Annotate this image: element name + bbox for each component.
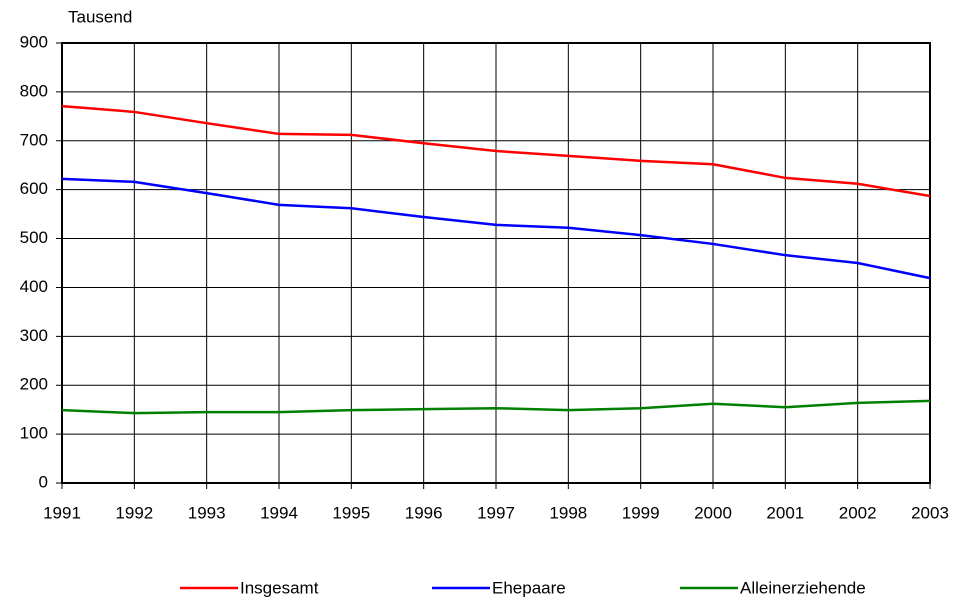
legend-label: Insgesamt: [240, 578, 319, 597]
x-tick-label: 2000: [694, 503, 732, 522]
x-tick-label: 1997: [477, 503, 515, 522]
series-line: [61, 399, 931, 415]
x-tick-label: 2001: [766, 503, 804, 522]
legend-label: Alleinerziehende: [740, 578, 866, 597]
x-tick-label: 2003: [911, 503, 949, 522]
y-tick-label: 200: [20, 375, 48, 394]
x-tick-label: 1994: [260, 503, 298, 522]
y-tick-label: 400: [20, 277, 48, 296]
x-tick-label: 2002: [839, 503, 877, 522]
y-tick-label: 100: [20, 424, 48, 443]
legend-label: Ehepaare: [492, 578, 566, 597]
x-tick-label: 1996: [405, 503, 443, 522]
y-tick-label: 800: [20, 81, 48, 100]
x-tick-label: 1993: [188, 503, 226, 522]
y-tick-label: 700: [20, 130, 48, 149]
y-tick-label: 600: [20, 179, 48, 198]
series-line: [61, 104, 931, 198]
y-tick-label: 900: [20, 32, 48, 51]
x-tick-label: 1999: [622, 503, 660, 522]
y-tick-label: 0: [39, 472, 48, 491]
y-axis-label: Tausend: [68, 7, 132, 26]
y-tick-label: 300: [20, 326, 48, 345]
x-tick-label: 1995: [332, 503, 370, 522]
plot-frame: [61, 42, 931, 484]
y-tick-label: 500: [20, 228, 48, 247]
series-line: [61, 177, 931, 280]
x-tick-label: 1992: [115, 503, 153, 522]
x-tick-label: 1998: [549, 503, 587, 522]
x-tick-label: 1991: [43, 503, 81, 522]
